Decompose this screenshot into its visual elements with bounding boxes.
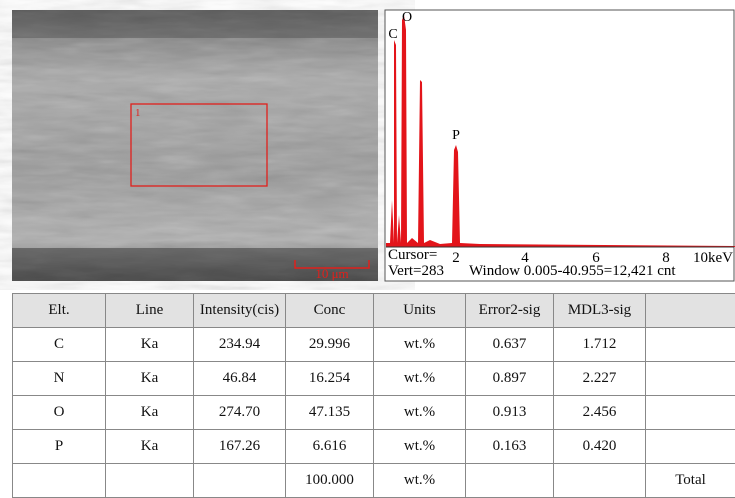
sem-image: 1 10 μm xyxy=(12,10,378,281)
figure-panels: 1 10 μm C O P 2 4 6 8 10keV Cursor= Vert… xyxy=(0,0,735,290)
peak-label: O xyxy=(402,10,412,25)
table-cell: 2.227 xyxy=(554,362,646,396)
header-cell: Error2-sig xyxy=(466,294,554,328)
table-cell: 0.637 xyxy=(466,328,554,362)
table-cell: 46.84 xyxy=(194,362,286,396)
scale-bar: 10 μm xyxy=(315,266,348,281)
table-cell: 2.456 xyxy=(554,396,646,430)
table-cell: 29.996 xyxy=(286,328,374,362)
header-cell: Conc xyxy=(286,294,374,328)
header-cell: Line xyxy=(106,294,194,328)
table-cell: 0.913 xyxy=(466,396,554,430)
table-cell: 1.712 xyxy=(554,328,646,362)
header-cell: Units xyxy=(374,294,466,328)
table-cell: 0.420 xyxy=(554,430,646,464)
axis-label: 10keV xyxy=(693,250,733,266)
axis-label: 2 xyxy=(452,250,460,266)
peak-label: C xyxy=(388,27,397,42)
table-cell xyxy=(646,396,735,430)
header-cell: MDL3-sig xyxy=(554,294,646,328)
figure: 1 10 μm C O P 2 4 6 8 10keV Cursor= Vert… xyxy=(0,0,735,469)
header-cell xyxy=(646,294,735,328)
table-cell: 6.616 xyxy=(286,430,374,464)
table-cell: Ka xyxy=(106,396,194,430)
table-cell: Ka xyxy=(106,328,194,362)
cursor-text: Cursor= xyxy=(388,247,437,263)
table-cell: wt.% xyxy=(374,328,466,362)
table-cell: wt.% xyxy=(374,430,466,464)
table-cell: 16.254 xyxy=(286,362,374,396)
window-text: Window 0.005-40.955=12,421 cnt xyxy=(469,263,676,279)
eds-spectrum: C O P 2 4 6 8 10keV Cursor= Vert=283 Win… xyxy=(385,10,735,281)
header-cell: Elt. xyxy=(13,294,106,328)
table-cell: Ka xyxy=(106,362,194,396)
table-cell: 234.94 xyxy=(194,328,286,362)
table-cell: 0.163 xyxy=(466,430,554,464)
table-cell: wt.% xyxy=(374,362,466,396)
region-label: 1 xyxy=(135,107,141,119)
table-cell xyxy=(646,362,735,396)
table-cell: 0.897 xyxy=(466,362,554,396)
table-cell: N xyxy=(13,362,106,396)
table-cell: wt.% xyxy=(374,396,466,430)
table-cell: C xyxy=(13,328,106,362)
table-cell: O xyxy=(13,396,106,430)
table-cell: Ka xyxy=(106,430,194,464)
table-cell: 274.70 xyxy=(194,396,286,430)
table-cell: 47.135 xyxy=(286,396,374,430)
table-cell: 167.26 xyxy=(194,430,286,464)
header-cell: Intensity(cis) xyxy=(194,294,286,328)
table-cell: P xyxy=(13,430,106,464)
table-cell xyxy=(646,328,735,362)
peak-label: P xyxy=(452,128,460,143)
table-cell xyxy=(646,430,735,464)
vert-text: Vert=283 xyxy=(388,263,444,279)
